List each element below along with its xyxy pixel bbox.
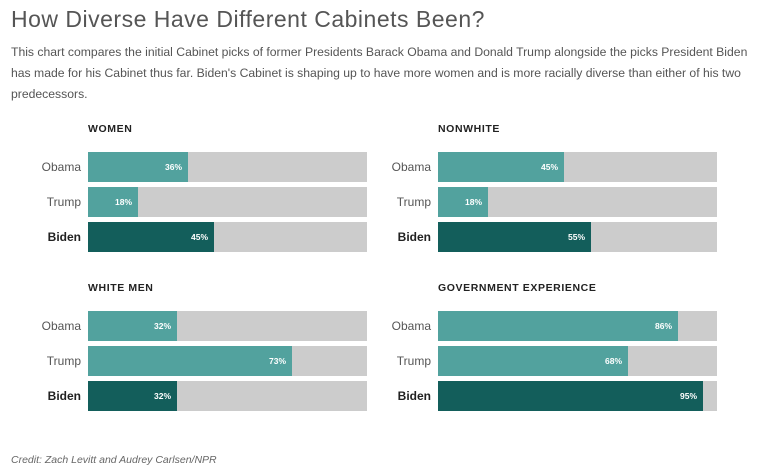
- bar-value-label: 86%: [654, 321, 672, 331]
- bar-row-obama: Obama 86%: [361, 311, 717, 341]
- bar-value-label: 32%: [153, 321, 171, 331]
- bar-value-label: 73%: [268, 356, 286, 366]
- bar: 68%: [438, 346, 628, 376]
- bar-value-label: 32%: [153, 391, 171, 401]
- panel-title: WHITE MEN: [88, 282, 154, 294]
- bar-row-biden: Biden 55%: [361, 222, 717, 252]
- bar-value-label: 55%: [567, 232, 585, 242]
- bar-track: 95%: [438, 381, 717, 411]
- bar: 32%: [88, 311, 177, 341]
- bar-row-biden: Biden 45%: [11, 222, 367, 252]
- category-label: Obama: [41, 160, 81, 174]
- chart-title: How Diverse Have Different Cabinets Been…: [11, 6, 485, 32]
- bar-track: 86%: [438, 311, 717, 341]
- category-label: Obama: [391, 160, 431, 174]
- bar-value-label: 36%: [164, 162, 182, 172]
- bar-row-trump: Trump 18%: [361, 187, 717, 217]
- bar-row-biden: Biden 32%: [11, 381, 367, 411]
- bar: 32%: [88, 381, 177, 411]
- credit-line: Credit: Zach Levitt and Audrey Carlsen/N…: [11, 454, 217, 466]
- bar-row-trump: Trump 68%: [361, 346, 717, 376]
- bar: 73%: [88, 346, 292, 376]
- bar: 86%: [438, 311, 678, 341]
- category-label: Trump: [46, 195, 81, 209]
- bar-row-obama: Obama 36%: [11, 152, 367, 182]
- bar-value-label: 95%: [679, 391, 697, 401]
- bar: 45%: [88, 222, 214, 252]
- bar: 36%: [88, 152, 188, 182]
- category-label: Trump: [46, 354, 81, 368]
- bar-value-label: 68%: [604, 356, 622, 366]
- bar-row-obama: Obama 45%: [361, 152, 717, 182]
- bar-track: 18%: [438, 187, 717, 217]
- bar-track: 45%: [88, 222, 367, 252]
- panel-title: GOVERNMENT EXPERIENCE: [438, 282, 597, 294]
- panel-title: NONWHITE: [438, 123, 500, 135]
- chart-subtitle: This chart compares the initial Cabinet …: [11, 45, 748, 101]
- bar-track: 36%: [88, 152, 367, 182]
- bar-track: 32%: [88, 381, 367, 411]
- bar-track: 68%: [438, 346, 717, 376]
- bar-track: 55%: [438, 222, 717, 252]
- bar: 45%: [438, 152, 564, 182]
- bar-row-trump: Trump 73%: [11, 346, 367, 376]
- category-label: Obama: [391, 319, 431, 333]
- bar-row-biden: Biden 95%: [361, 381, 717, 411]
- category-label: Obama: [41, 319, 81, 333]
- bar: 95%: [438, 381, 703, 411]
- category-label: Biden: [47, 230, 81, 244]
- bar: 18%: [438, 187, 488, 217]
- bar-value-label: 45%: [540, 162, 558, 172]
- category-label: Trump: [396, 195, 431, 209]
- bar-track: 32%: [88, 311, 367, 341]
- panel-title: WOMEN: [88, 123, 133, 135]
- bar-row-trump: Trump 18%: [11, 187, 367, 217]
- category-label: Biden: [397, 389, 431, 403]
- bar-value-label: 18%: [114, 197, 132, 207]
- bar-value-label: 45%: [190, 232, 208, 242]
- bar: 55%: [438, 222, 591, 252]
- bar: 18%: [88, 187, 138, 217]
- bar-track: 73%: [88, 346, 367, 376]
- bar-track: 45%: [438, 152, 717, 182]
- bar-row-obama: Obama 32%: [11, 311, 367, 341]
- category-label: Biden: [397, 230, 431, 244]
- category-label: Biden: [47, 389, 81, 403]
- bar-track: 18%: [88, 187, 367, 217]
- category-label: Trump: [396, 354, 431, 368]
- bar-value-label: 18%: [464, 197, 482, 207]
